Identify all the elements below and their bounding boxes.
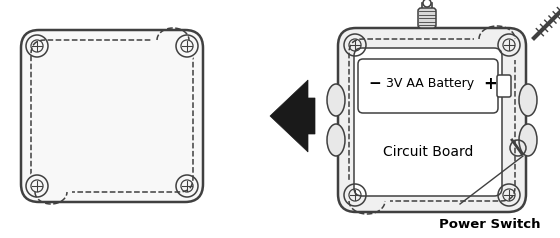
- Ellipse shape: [519, 124, 537, 156]
- FancyBboxPatch shape: [344, 180, 390, 208]
- FancyBboxPatch shape: [338, 28, 526, 212]
- FancyBboxPatch shape: [474, 32, 520, 60]
- FancyBboxPatch shape: [152, 33, 194, 59]
- Ellipse shape: [327, 84, 345, 116]
- Text: 3V AA Battery: 3V AA Battery: [386, 78, 474, 90]
- FancyBboxPatch shape: [497, 75, 511, 97]
- FancyBboxPatch shape: [30, 173, 72, 199]
- Ellipse shape: [327, 124, 345, 156]
- Text: Power Switch: Power Switch: [439, 218, 541, 231]
- Text: Circuit Board: Circuit Board: [383, 145, 473, 159]
- Polygon shape: [270, 80, 315, 152]
- Text: −: −: [368, 76, 381, 91]
- FancyBboxPatch shape: [21, 30, 203, 202]
- FancyBboxPatch shape: [418, 8, 436, 28]
- FancyBboxPatch shape: [358, 59, 498, 113]
- FancyBboxPatch shape: [354, 48, 502, 196]
- Text: +: +: [483, 75, 497, 93]
- Ellipse shape: [519, 84, 537, 116]
